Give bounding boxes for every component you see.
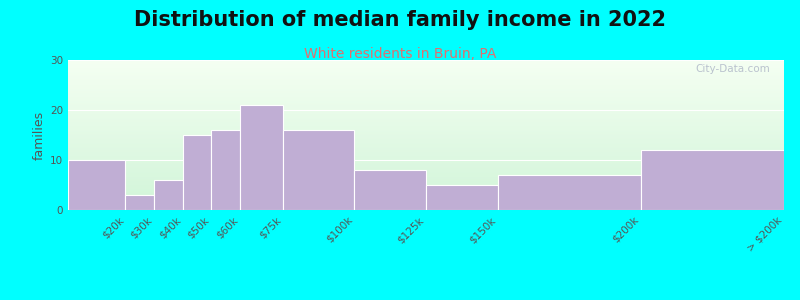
Bar [126, 195, 154, 210]
Text: City-Data.com: City-Data.com [695, 64, 770, 74]
Bar [154, 180, 182, 210]
Y-axis label: families: families [33, 110, 46, 160]
Bar [240, 105, 283, 210]
Bar [211, 130, 240, 210]
Bar [641, 150, 784, 210]
Bar [354, 170, 426, 210]
Text: White residents in Bruin, PA: White residents in Bruin, PA [304, 46, 496, 61]
Bar [68, 160, 126, 210]
Bar [282, 130, 354, 210]
Text: Distribution of median family income in 2022: Distribution of median family income in … [134, 11, 666, 31]
Bar [182, 135, 211, 210]
Bar [498, 175, 641, 210]
Bar [426, 185, 498, 210]
